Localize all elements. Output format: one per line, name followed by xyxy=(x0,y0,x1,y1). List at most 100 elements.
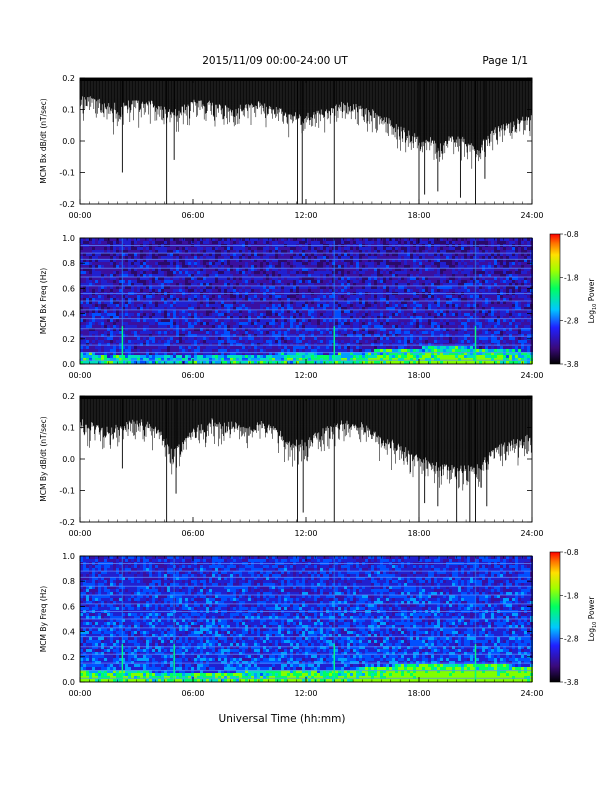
spectrogram-cell xyxy=(194,322,197,325)
spectrogram-cell xyxy=(332,355,335,358)
spectrogram-cell xyxy=(248,352,251,355)
spectrogram-cell xyxy=(188,283,191,286)
spectrogram-cell xyxy=(284,331,287,334)
spectrogram-cell xyxy=(203,247,206,250)
spectrogram-cell xyxy=(116,250,119,253)
spectrogram-cell xyxy=(230,343,233,346)
spectrogram-cell xyxy=(131,343,134,346)
spectrogram-cell xyxy=(251,352,254,355)
spectrogram-cell xyxy=(110,355,113,358)
spectrogram-cell xyxy=(125,334,128,337)
spectrogram-cell xyxy=(158,283,161,286)
spectrogram-cell xyxy=(218,319,221,322)
spectrogram-cell xyxy=(344,271,347,274)
spectrogram-cell xyxy=(215,271,218,274)
spectrogram-cell xyxy=(401,355,404,358)
spectrogram-cell xyxy=(389,358,392,361)
spectrogram-cell xyxy=(419,334,422,337)
spectrogram-cell xyxy=(299,283,302,286)
spectrogram-cell xyxy=(110,286,113,289)
spectrogram-cell xyxy=(392,307,395,310)
spectrogram-cell xyxy=(200,253,203,256)
spectrogram-cell xyxy=(281,295,284,298)
spectrogram-cell xyxy=(347,274,350,277)
spectrogram-cell xyxy=(164,250,167,253)
spectrogram-cell xyxy=(272,280,275,283)
spectrogram-cell xyxy=(152,262,155,265)
spectrogram-cell xyxy=(236,298,239,301)
spectrogram-cell xyxy=(377,253,380,256)
spectrogram-cell xyxy=(305,250,308,253)
spectrogram-cell xyxy=(242,346,245,349)
spectrogram-cell xyxy=(80,271,83,274)
spectrogram-cell xyxy=(344,238,347,241)
spectrogram-cell xyxy=(314,247,317,250)
spectrogram-cell xyxy=(419,286,422,289)
spectrogram-cell xyxy=(188,286,191,289)
spectrogram-cell xyxy=(194,271,197,274)
spectrogram-cell xyxy=(311,361,314,364)
spectrogram-cell xyxy=(152,337,155,340)
spectrogram-cell xyxy=(188,262,191,265)
spectrogram-cell xyxy=(221,319,224,322)
spectrogram-cell xyxy=(221,295,224,298)
spectrogram-cell xyxy=(368,241,371,244)
spectrogram-cell xyxy=(116,298,119,301)
spectrogram-cell xyxy=(119,349,122,352)
spectrogram-cell xyxy=(206,319,209,322)
spectrogram-cell xyxy=(329,355,332,358)
spectrogram-cell xyxy=(323,262,326,265)
spectrogram-cell xyxy=(89,304,92,307)
spectrogram-cell xyxy=(281,304,284,307)
spectrogram-cell xyxy=(146,328,149,331)
spectrogram-cell xyxy=(197,247,200,250)
spectrogram-cell xyxy=(101,286,104,289)
spectrogram-cell xyxy=(218,289,221,292)
spectrogram-cell xyxy=(329,280,332,283)
spectrogram-cell xyxy=(308,337,311,340)
spectrogram-cell xyxy=(374,271,377,274)
spectrogram-cell xyxy=(209,253,212,256)
spectrogram-cell xyxy=(260,316,263,319)
spectrogram-cell xyxy=(251,331,254,334)
spectrogram-cell xyxy=(338,259,341,262)
spectrogram-cell xyxy=(161,250,164,253)
spectrogram-cell xyxy=(218,286,221,289)
spectrogram-cell xyxy=(278,265,281,268)
spectrogram-cell xyxy=(350,310,353,313)
spectrogram-cell xyxy=(368,334,371,337)
spectrogram-cell xyxy=(119,283,122,286)
spectrogram-cell xyxy=(134,253,137,256)
spectrogram-cell xyxy=(326,343,329,346)
spectrogram-cell xyxy=(389,328,392,331)
spectrogram-cell xyxy=(410,328,413,331)
spectrogram-cell xyxy=(218,361,221,364)
spectrogram-cell xyxy=(353,298,356,301)
spectrogram-cell xyxy=(185,286,188,289)
spectrogram-cell xyxy=(317,322,320,325)
spectrogram-cell xyxy=(125,304,128,307)
spectrogram-cell xyxy=(353,361,356,364)
spectrogram-cell xyxy=(362,280,365,283)
spectrogram-cell xyxy=(164,340,167,343)
spectrogram-cell xyxy=(305,316,308,319)
spectrogram-cell xyxy=(215,256,218,259)
spectrogram-cell xyxy=(404,271,407,274)
spectrogram-cell xyxy=(419,277,422,280)
spectrogram-cell xyxy=(188,310,191,313)
spectrogram-cell xyxy=(299,298,302,301)
spectrogram-cell xyxy=(98,349,101,352)
spectrogram-cell xyxy=(278,301,281,304)
spectrogram-cell xyxy=(185,295,188,298)
spectrogram-cell xyxy=(98,328,101,331)
spectrogram-cell xyxy=(380,358,383,361)
spectrogram-cell xyxy=(362,349,365,352)
spectrogram-cell xyxy=(128,349,131,352)
spectrogram-cell xyxy=(140,280,143,283)
spectrogram-cell xyxy=(335,262,338,265)
spectrogram-cell xyxy=(302,322,305,325)
spectrogram-cell xyxy=(101,316,104,319)
spectrogram-cell xyxy=(416,280,419,283)
spectrogram-cell xyxy=(347,265,350,268)
spectrogram-cell xyxy=(350,352,353,355)
